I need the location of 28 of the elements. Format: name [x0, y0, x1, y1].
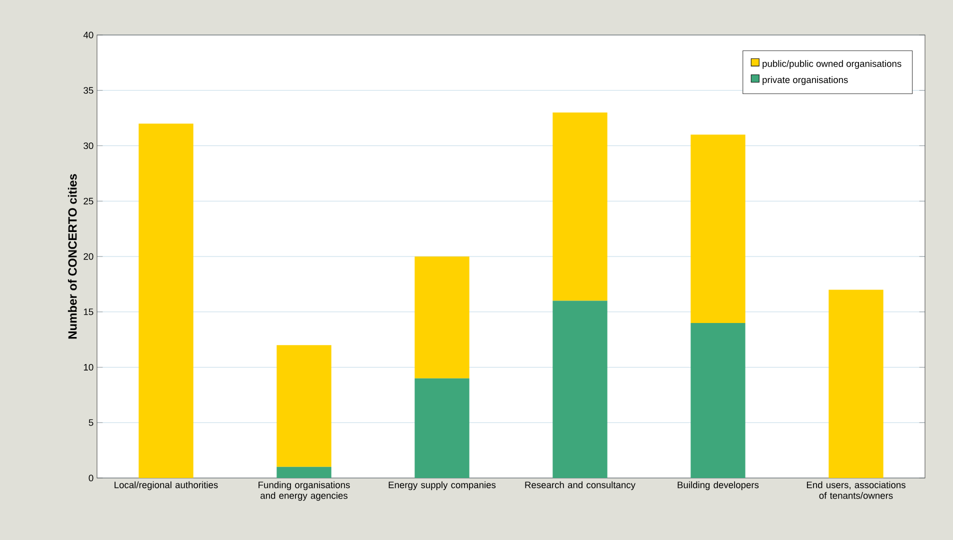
- y-tick-label: 15: [84, 308, 94, 316]
- legend-label: private organisations: [762, 76, 848, 85]
- bar: [276, 466, 332, 478]
- bar: [414, 256, 470, 378]
- bar: [138, 124, 194, 478]
- y-tick-label: 5: [88, 419, 94, 426]
- x-tick-label: End users, associations of tenants/owners: [806, 481, 906, 499]
- y-tick-label: 25: [84, 198, 94, 204]
- y-tick-label: 35: [84, 87, 94, 94]
- y-tick-label: 0: [88, 474, 94, 482]
- bar: [414, 378, 470, 478]
- x-tick-label: Funding organisations and energy agencies: [258, 481, 350, 501]
- y-tick-label: 10: [84, 364, 94, 371]
- y-axis-title: Number of CONCERTO cities: [68, 174, 77, 339]
- y-tick-label: 40: [83, 32, 94, 38]
- legend-label: public/public owned organisations: [762, 60, 902, 69]
- x-tick-label: Building developers: [678, 481, 759, 490]
- bar: [552, 300, 608, 478]
- bar: [276, 345, 332, 467]
- bar: [828, 290, 884, 478]
- y-tick-label: 20: [84, 253, 94, 260]
- bar: [552, 112, 608, 301]
- bar: [690, 134, 746, 323]
- bar: [690, 322, 746, 478]
- x-tick-label: Research and consultancy: [525, 481, 636, 490]
- x-tick-label: Local/regional authorities: [114, 481, 218, 490]
- x-tick-label: Energy supply companies: [388, 481, 496, 490]
- y-tick-label: 30: [84, 142, 94, 150]
